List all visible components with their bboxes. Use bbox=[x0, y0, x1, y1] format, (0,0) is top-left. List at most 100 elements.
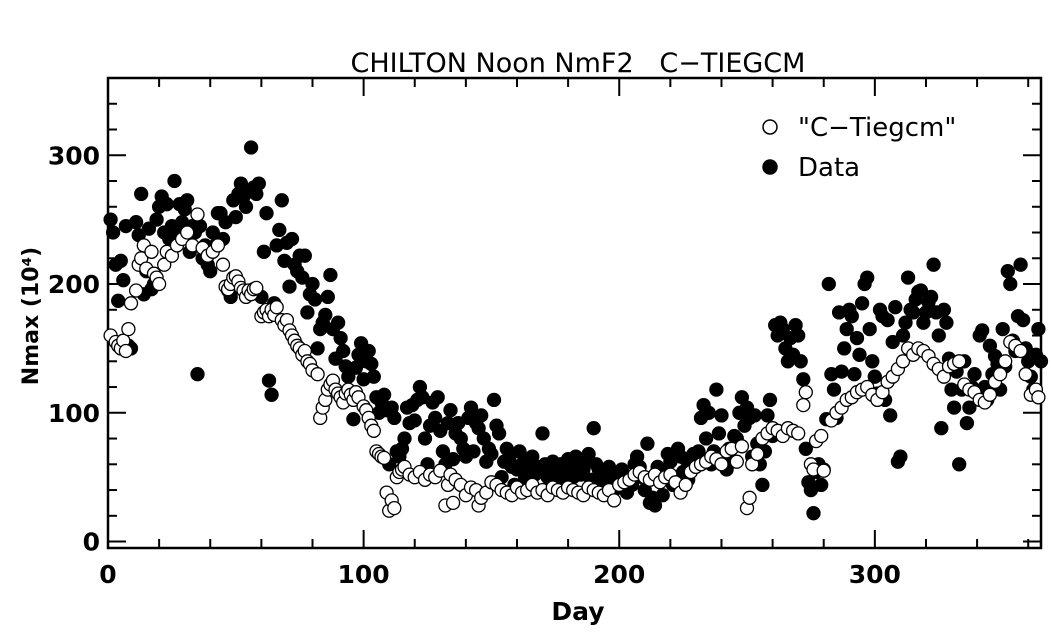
data-point bbox=[926, 257, 941, 272]
tiegcm-point bbox=[895, 354, 911, 369]
tiegcm-point bbox=[816, 463, 831, 478]
tiegcm-point bbox=[798, 385, 813, 400]
data-point bbox=[417, 431, 433, 446]
data-point bbox=[898, 315, 913, 330]
data-point bbox=[466, 444, 481, 459]
data-points bbox=[103, 140, 1049, 521]
tiegcm-point bbox=[249, 280, 264, 296]
data-point bbox=[387, 410, 402, 426]
tiegcm-point bbox=[210, 238, 226, 253]
tiegcm-point bbox=[376, 450, 392, 466]
y-axis-label: Nmax (10⁴) bbox=[19, 247, 44, 385]
data-point bbox=[259, 206, 274, 221]
data-point bbox=[640, 436, 655, 451]
y-tick-label: 0 bbox=[83, 528, 100, 557]
data-point bbox=[913, 283, 929, 298]
data-point bbox=[1000, 264, 1015, 279]
data-point bbox=[463, 400, 479, 415]
data-point bbox=[791, 328, 806, 343]
data-point bbox=[535, 426, 550, 441]
tiegcm-point bbox=[750, 446, 765, 462]
data-point bbox=[116, 273, 131, 288]
tiegcm-point bbox=[310, 367, 325, 382]
data-point bbox=[1033, 354, 1049, 369]
data-point bbox=[883, 408, 898, 423]
data-point bbox=[711, 426, 727, 441]
data-point bbox=[323, 267, 338, 283]
tiegcm-point bbox=[992, 367, 1008, 382]
data-point bbox=[134, 186, 149, 202]
data-point bbox=[793, 354, 808, 369]
data-point bbox=[141, 221, 157, 236]
data-point bbox=[826, 382, 842, 397]
data-point bbox=[333, 330, 348, 346]
tiegcm-point bbox=[123, 296, 139, 311]
data-point bbox=[474, 408, 489, 423]
data-point bbox=[946, 400, 962, 415]
data-point bbox=[995, 321, 1010, 337]
data-point bbox=[318, 307, 333, 323]
y-tick-label: 100 bbox=[48, 399, 100, 428]
data-point bbox=[300, 305, 315, 320]
data-point bbox=[755, 477, 770, 493]
data-point bbox=[952, 457, 967, 472]
tiegcm-point bbox=[606, 493, 622, 508]
data-point bbox=[428, 410, 443, 426]
data-point bbox=[837, 341, 852, 356]
data-point bbox=[264, 387, 279, 402]
data-point bbox=[430, 390, 445, 405]
data-point bbox=[888, 300, 903, 315]
data-point bbox=[885, 334, 900, 350]
data-point bbox=[796, 372, 811, 387]
data-point bbox=[105, 225, 121, 240]
data-point bbox=[336, 343, 351, 359]
data-point bbox=[1003, 276, 1018, 292]
tiegcm-point bbox=[121, 321, 136, 337]
data-point bbox=[113, 253, 128, 268]
data-point bbox=[865, 354, 880, 369]
tiegcm-point bbox=[1031, 390, 1046, 405]
data-point bbox=[397, 431, 412, 446]
plot-frame bbox=[106, 76, 1043, 550]
data-point bbox=[1013, 257, 1028, 272]
tiegcm-point bbox=[387, 500, 402, 516]
tiegcm-point bbox=[215, 257, 231, 272]
data-point bbox=[839, 321, 854, 337]
x-tick-label: 100 bbox=[338, 560, 390, 589]
data-point bbox=[880, 312, 895, 328]
data-point bbox=[834, 364, 849, 379]
tiegcm-point bbox=[118, 343, 134, 359]
data-point bbox=[407, 413, 422, 428]
tiegcm-point bbox=[180, 225, 195, 240]
data-point bbox=[849, 330, 865, 346]
tiegcm-point bbox=[998, 354, 1013, 369]
legend-label-data: Data bbox=[798, 153, 860, 183]
tiegcm-point bbox=[952, 354, 967, 369]
data-point bbox=[931, 328, 946, 343]
data-point bbox=[320, 289, 335, 305]
data-point bbox=[261, 373, 277, 388]
data-point bbox=[900, 270, 916, 285]
tiegcm-point bbox=[742, 490, 757, 505]
data-point bbox=[893, 449, 908, 464]
legend-marker-tiegcm bbox=[762, 119, 778, 135]
data-point bbox=[376, 387, 392, 402]
y-tick-label: 300 bbox=[48, 141, 100, 170]
data-point bbox=[180, 193, 195, 208]
data-point bbox=[860, 270, 875, 285]
tiegcm-point bbox=[128, 283, 144, 298]
data-point bbox=[243, 140, 259, 155]
data-point bbox=[709, 382, 724, 397]
y-tick-label: 200 bbox=[48, 270, 100, 299]
data-point bbox=[228, 209, 243, 225]
tiegcm-point bbox=[678, 477, 693, 493]
tiegcm-point bbox=[729, 454, 744, 469]
data-point bbox=[895, 328, 911, 343]
data-point bbox=[443, 403, 458, 418]
data-point bbox=[284, 231, 300, 247]
data-point bbox=[821, 276, 836, 292]
data-point bbox=[762, 392, 778, 408]
legend-marker-data bbox=[762, 159, 778, 175]
data-point bbox=[256, 244, 272, 259]
data-point bbox=[814, 477, 829, 493]
